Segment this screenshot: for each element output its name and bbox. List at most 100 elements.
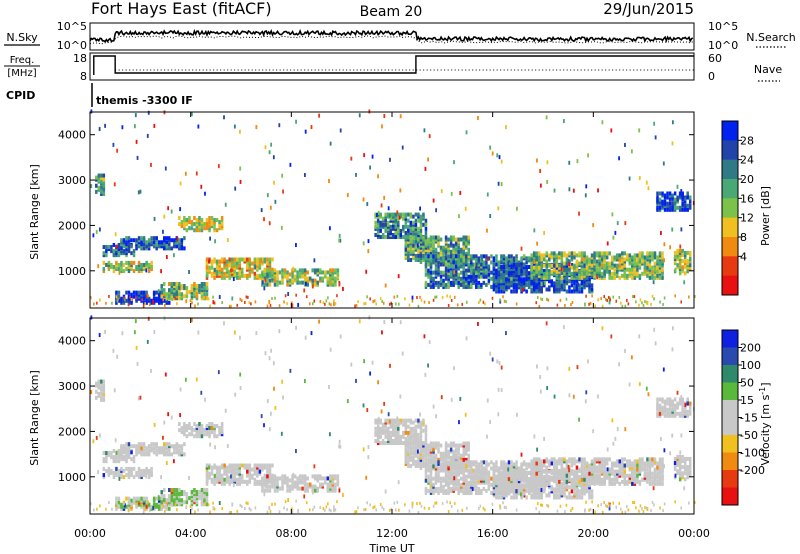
power-cell: [480, 282, 483, 287]
date-title: 29/Jun/2015: [603, 0, 694, 18]
power-cell: [444, 276, 448, 281]
power-cell: [548, 285, 551, 290]
velocity-cell: [434, 460, 438, 465]
power-cell: [627, 302, 630, 306]
power-cell: [97, 175, 101, 180]
power-cell: [618, 253, 621, 258]
power-cell: [578, 283, 581, 288]
power-cell: [393, 295, 396, 299]
power-cell: [427, 262, 430, 267]
velocity-cell: [485, 468, 488, 473]
power-cell: [449, 264, 453, 269]
power-cell: [598, 273, 601, 278]
velocity-cell: [220, 479, 224, 484]
velocity-cell: [97, 391, 101, 396]
power-cell: [595, 253, 599, 258]
power-cell: [543, 269, 546, 274]
velocity-cell: [575, 493, 579, 498]
velocity-cell: [462, 472, 465, 477]
power-cell: [475, 278, 478, 283]
power-cell: [464, 280, 468, 285]
velocity-cell: [452, 480, 455, 485]
velocity-cell: [220, 481, 224, 486]
power-cell: [157, 289, 160, 294]
power-cell: [376, 226, 380, 231]
power-cell: [220, 271, 224, 276]
velocity-cell: [329, 476, 332, 481]
velocity-cell: [442, 468, 445, 473]
power-cell: [437, 270, 440, 275]
power-cell: [165, 244, 168, 249]
power-cell: [384, 218, 387, 223]
power-cell: [248, 267, 252, 272]
power-cell: [454, 280, 458, 285]
velocity-cell: [102, 473, 106, 478]
velocity-cell: [399, 434, 403, 439]
power-cell: [605, 267, 609, 272]
velocity-cell: [243, 465, 247, 470]
power-cell: [510, 258, 513, 263]
power-cell: [331, 274, 335, 279]
velocity-cell: [112, 470, 116, 475]
velocity-cell: [190, 490, 194, 495]
velocity-cell: [376, 436, 380, 441]
velocity-cell: [409, 434, 413, 439]
velocity-cell: [336, 474, 340, 479]
velocity-cell: [243, 479, 247, 484]
power-cell: [454, 241, 458, 246]
velocity-cell: [464, 443, 468, 448]
velocity-cell: [427, 460, 430, 465]
power-cell: [578, 275, 581, 280]
velocity-cell: [565, 470, 569, 475]
velocity-cell: [447, 486, 450, 491]
power-cell: [522, 267, 526, 272]
velocity-cell: [585, 485, 589, 490]
power-cell: [303, 173, 306, 178]
velocity-cell: [188, 432, 191, 437]
velocity-cell: [233, 467, 236, 472]
power-cell: [142, 304, 145, 308]
power-cell: [636, 261, 639, 266]
power-cell: [130, 260, 133, 265]
power-cell: [142, 296, 146, 301]
power-cell: [298, 280, 302, 285]
power-cell: [306, 270, 309, 275]
velocity-cell: [140, 442, 143, 447]
power-cell: [195, 288, 199, 293]
velocity-cell: [522, 493, 526, 498]
cpid-label: CPID: [6, 89, 35, 102]
power-cell: [399, 212, 403, 217]
velocity-cell: [459, 482, 463, 487]
velocity-cell: [419, 443, 423, 448]
velocity-cell: [313, 484, 317, 489]
power-cell: [251, 267, 254, 272]
power-cell: [465, 300, 468, 304]
power-cell: [543, 283, 546, 288]
velocity-cell: [417, 445, 420, 450]
velocity-cell: [155, 442, 158, 447]
velocity-cell: [470, 468, 473, 473]
velocity-cell: [467, 482, 470, 487]
velocity-cell: [120, 455, 123, 460]
power-cell: [239, 166, 242, 171]
power-cell: [658, 251, 662, 256]
power-cell: [527, 283, 531, 288]
power-cell: [386, 230, 390, 235]
velocity-cell: [150, 446, 153, 451]
power-cell: [407, 249, 410, 254]
power-cell: [688, 250, 692, 255]
power-cell: [429, 262, 433, 267]
power-cell: [417, 226, 420, 231]
power-cell: [540, 275, 543, 280]
power-cell: [230, 265, 234, 270]
velocity-cell: [374, 426, 377, 431]
velocity-cell: [434, 443, 438, 448]
power-cell: [404, 216, 408, 221]
velocity-cell: [235, 471, 239, 476]
power-cell: [671, 193, 674, 198]
velocity-cell: [175, 500, 179, 505]
power-cell: [208, 267, 211, 272]
velocity-cell: [162, 487, 166, 492]
power-cell: [178, 246, 181, 251]
power-cell: [374, 214, 377, 219]
